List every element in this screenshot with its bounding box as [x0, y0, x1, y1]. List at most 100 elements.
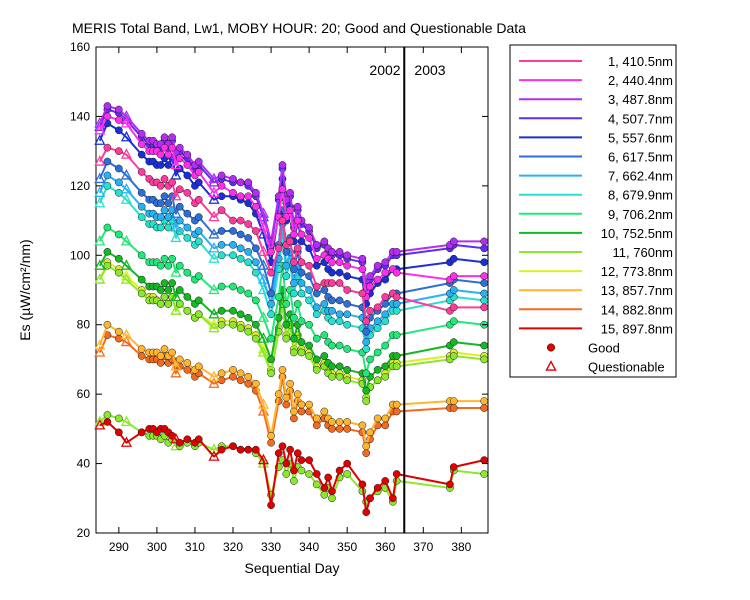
good-point	[320, 352, 329, 360]
good-point	[362, 508, 371, 517]
good-point	[328, 487, 336, 496]
questionable-point	[257, 210, 270, 222]
good-point	[164, 199, 173, 208]
good-point	[312, 303, 321, 312]
good-point	[449, 272, 458, 280]
good-point	[194, 178, 203, 187]
good-point	[373, 261, 382, 270]
good-point	[236, 216, 245, 225]
good-point	[312, 289, 321, 298]
good-point	[251, 202, 260, 211]
good-point	[175, 216, 184, 225]
good-point	[267, 300, 275, 308]
good-point	[449, 303, 458, 312]
good-point	[373, 348, 382, 357]
good-point	[480, 272, 489, 280]
good-point	[282, 300, 291, 308]
good-point	[286, 379, 294, 388]
x-tick-label: 350	[337, 540, 357, 554]
good-point	[335, 268, 344, 277]
questionable-point	[208, 172, 220, 184]
good-point	[160, 143, 169, 152]
good-point	[373, 324, 382, 333]
good-point	[251, 445, 260, 454]
good-point	[335, 341, 344, 350]
y-tick-label: 20	[77, 526, 91, 540]
good-point	[114, 105, 123, 114]
questionable-point	[257, 346, 270, 357]
good-point	[229, 442, 237, 451]
good-point	[267, 431, 275, 440]
questionable-point	[94, 273, 106, 284]
questionable-point	[208, 370, 220, 381]
good-point	[267, 334, 275, 343]
series-group	[94, 143, 489, 326]
good-point	[328, 425, 336, 433]
good-point	[164, 261, 173, 270]
good-point	[229, 188, 237, 197]
good-point	[183, 365, 192, 374]
questionable-point	[94, 155, 106, 166]
good-point	[114, 230, 123, 239]
good-point	[290, 334, 298, 343]
good-point	[103, 320, 112, 329]
good-point	[160, 279, 169, 287]
good-point	[244, 192, 253, 201]
good-point	[194, 310, 203, 319]
good-point	[183, 306, 192, 315]
good-point	[335, 362, 344, 371]
good-point	[343, 425, 352, 433]
good-point	[278, 216, 287, 225]
good-point	[480, 355, 489, 364]
good-point	[381, 310, 390, 319]
good-point	[312, 334, 321, 343]
good-point	[305, 223, 313, 232]
good-point	[236, 445, 245, 454]
questionable-point	[208, 321, 220, 333]
good-point	[183, 161, 192, 169]
good-point	[312, 470, 321, 478]
good-point	[229, 216, 237, 225]
good-point	[343, 261, 352, 270]
good-point	[164, 150, 173, 159]
good-point	[137, 352, 146, 360]
good-point	[217, 369, 226, 378]
good-point	[251, 296, 260, 305]
good-point	[103, 261, 112, 270]
good-point	[305, 341, 313, 350]
x-tick-label: 310	[185, 540, 205, 554]
good-point	[480, 341, 489, 350]
good-point	[305, 470, 313, 478]
questionable-point	[208, 283, 220, 295]
questionable-point	[120, 130, 133, 142]
good-point	[137, 150, 146, 159]
good-point	[114, 327, 123, 336]
good-point	[156, 161, 165, 169]
good-point	[114, 254, 123, 263]
good-point	[305, 352, 313, 360]
good-point	[293, 300, 302, 308]
good-point	[328, 362, 336, 371]
good-point	[236, 230, 245, 239]
questionable-point	[94, 186, 106, 197]
good-point	[328, 306, 336, 315]
good-point	[335, 418, 344, 426]
good-point	[297, 400, 306, 409]
good-point	[137, 428, 146, 437]
good-point	[168, 348, 176, 357]
good-point	[274, 293, 283, 301]
good-point	[320, 490, 329, 499]
questionable-point	[94, 235, 106, 246]
good-point	[480, 237, 489, 246]
legend-good-marker	[546, 343, 556, 352]
good-point	[480, 296, 489, 305]
legend-label: Questionable	[588, 360, 665, 375]
good-point	[335, 279, 344, 287]
good-point	[156, 213, 165, 221]
good-point	[297, 230, 306, 239]
good-point	[160, 133, 169, 142]
questionable-point	[120, 328, 133, 340]
good-point	[449, 352, 458, 360]
good-point	[320, 331, 329, 339]
good-point	[480, 456, 489, 464]
